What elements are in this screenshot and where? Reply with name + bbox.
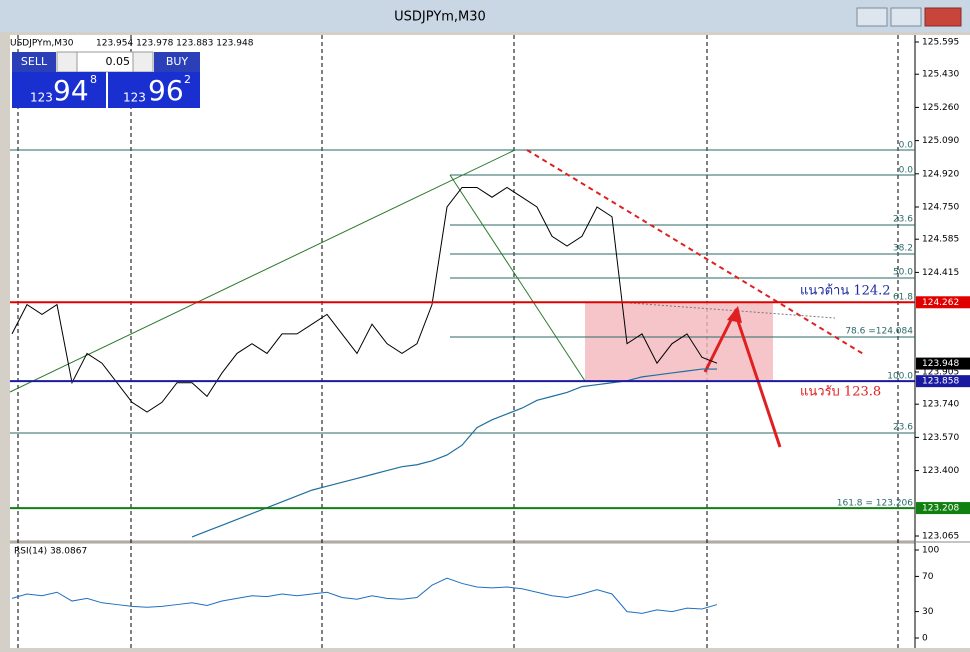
y-tick-label: 124.415	[922, 268, 959, 278]
trend-line	[9, 149, 516, 393]
support-note: แนวรับ 123.8	[800, 385, 881, 400]
y-tick-label: 100	[922, 546, 939, 556]
series-line	[11, 186, 718, 413]
fib-label: 161.8 = 123.206	[837, 499, 914, 509]
y-tick-label: 125.430	[922, 70, 959, 80]
fib-label: 78.6 =124.084	[845, 327, 913, 337]
price-tag	[916, 296, 970, 309]
minimize-button[interactable]	[856, 7, 888, 27]
y-tick-label: 124.920	[922, 169, 959, 179]
bid-big: 123	[30, 91, 53, 105]
y-tick-label: 125.090	[922, 136, 959, 146]
buy-label: BUY	[166, 55, 189, 68]
close-button[interactable]	[924, 7, 962, 27]
fib-label: 0.0	[899, 141, 914, 151]
price-tag-label: 123.948	[922, 359, 959, 369]
resistance-trend	[526, 149, 866, 356]
y-tick-label: 123.570	[922, 433, 959, 443]
y-tick-label: 125.260	[922, 103, 959, 113]
y-tick-label: 123.065	[922, 532, 959, 542]
price-tag	[916, 375, 970, 388]
title-bar	[0, 0, 970, 32]
buy-button[interactable]	[154, 52, 200, 72]
y-tick-label: 125.595	[922, 38, 959, 48]
lot-up[interactable]	[132, 51, 154, 73]
bid-box[interactable]	[12, 72, 106, 108]
resistance-note: แนวต้าน 124.2	[800, 284, 891, 299]
range-box	[585, 303, 773, 381]
fib-label: 100.0	[887, 372, 913, 382]
series-line	[191, 368, 717, 538]
y-tick-label: 123.740	[922, 400, 959, 410]
price-tag	[916, 502, 970, 515]
arrow-head	[727, 306, 742, 323]
fib-label: 50.0	[893, 268, 913, 278]
bid-main: 94	[53, 74, 89, 107]
ask-small: 2	[184, 73, 191, 86]
y-tick-label: 124.750	[922, 202, 959, 212]
chart-area	[10, 35, 915, 540]
lot-down[interactable]	[56, 51, 78, 73]
rsi-label: RSI(14) 38.0867	[14, 547, 87, 557]
fib-label: 23.6	[893, 423, 913, 433]
y-tick-label: 124.585	[922, 235, 959, 245]
price-tag-label: 124.262	[922, 298, 959, 308]
fib-label: 23.6	[893, 215, 913, 225]
fib-label: 0.0	[899, 166, 914, 176]
price-tag-label: 123.858	[922, 377, 959, 387]
ask-box[interactable]	[108, 72, 200, 108]
ask-main: 96	[148, 74, 184, 107]
fib-label: 61.8	[893, 293, 913, 303]
price-tag-label: 123.208	[922, 504, 959, 514]
y-tick-label: 30	[922, 607, 934, 617]
series-line	[11, 577, 718, 614]
y-tick-label: 0	[922, 634, 928, 644]
bid-small: 8	[90, 73, 97, 86]
symbol-header: USDJPYm,M30	[10, 39, 74, 49]
trade-panel: SELL 0.05 BUY 123 94 8 123 96 2	[12, 51, 200, 108]
price-tag	[916, 357, 970, 370]
sell-label: SELL	[21, 55, 48, 68]
y-tick-label: 70	[922, 572, 934, 582]
fib-label: 38.2	[893, 244, 913, 254]
ask-big: 123	[123, 91, 146, 105]
lot-value: 0.05	[106, 55, 131, 68]
rsi-area	[10, 544, 915, 648]
maximize-button[interactable]	[890, 7, 922, 27]
price-axis	[915, 35, 970, 648]
sell-button[interactable]	[12, 52, 56, 72]
y-tick-label: 123.400	[922, 466, 959, 476]
y-tick-label: 123.905	[922, 367, 959, 377]
window-title: USDJPYm,M30	[394, 10, 486, 25]
trend-line	[449, 174, 586, 382]
ohlc-header: 123.954 123.978 123.883 123.948	[96, 39, 254, 49]
